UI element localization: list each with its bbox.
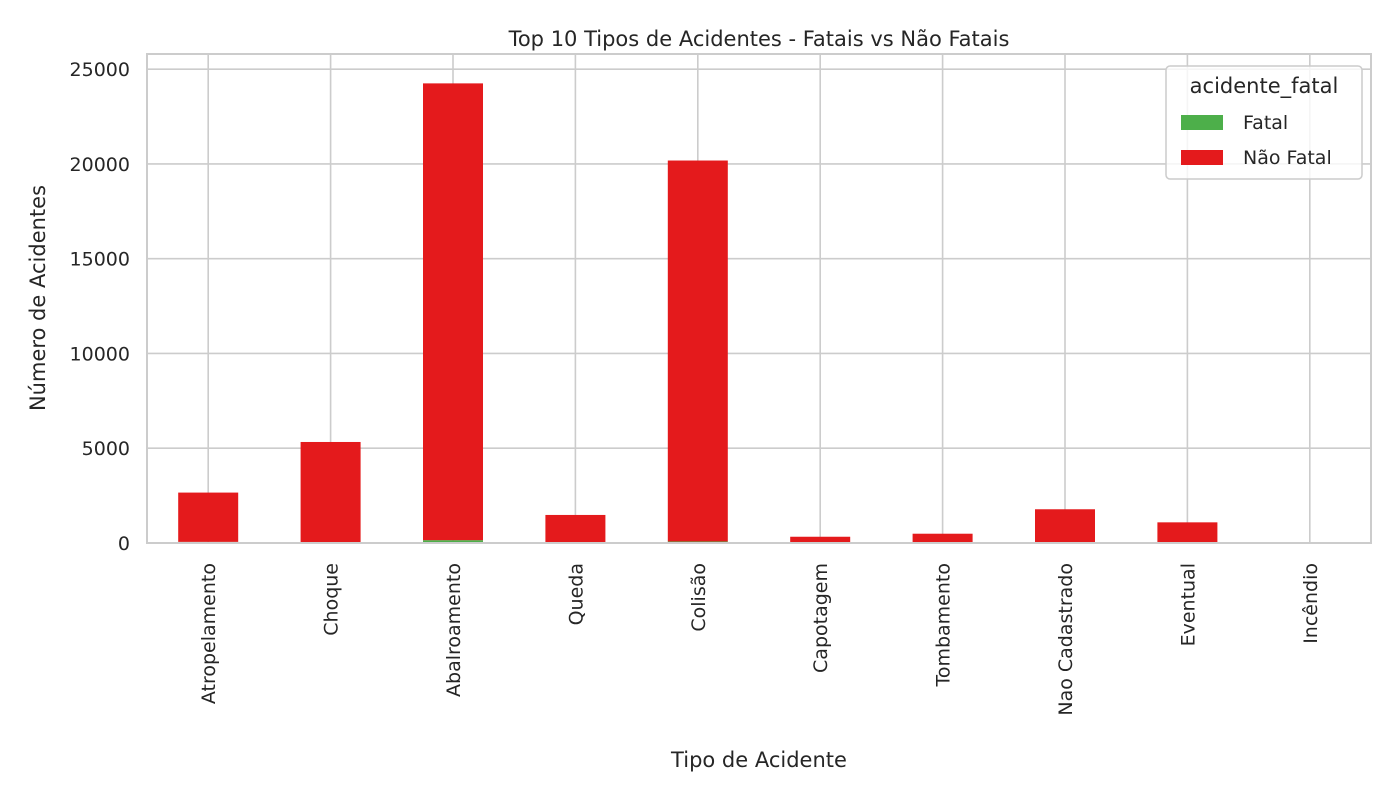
bar-nao-fatal-colisao	[667, 160, 728, 542]
y-tick-label: 25000	[70, 59, 130, 81]
x-tick-label: Colisão	[688, 563, 710, 632]
x-tick-label: Atropelamento	[198, 563, 220, 704]
legend-swatch-nao-fatal	[1181, 150, 1223, 165]
grid	[147, 54, 1371, 544]
x-tick-label: Abalroamento	[443, 563, 465, 697]
legend: acidente_fatal Fatal Não Fatal	[1165, 65, 1363, 180]
x-axis-label: Tipo de Acidente	[670, 748, 847, 772]
bar-nao-fatal-abalroamento	[423, 83, 483, 541]
x-tick-label: Queda	[565, 563, 587, 625]
bar-nao-fatal-tombamento	[912, 533, 973, 543]
x-tick-label: Choque	[321, 563, 343, 636]
bars	[178, 83, 1340, 543]
legend-label-nao-fatal: Não Fatal	[1243, 147, 1332, 169]
y-tick-label: 0	[118, 533, 130, 555]
bar-nao-fatal-nao-cadastrado	[1035, 509, 1095, 543]
y-tick-label: 5000	[82, 438, 130, 460]
y-tick-label: 10000	[70, 343, 130, 365]
bar-nao-fatal-choque	[300, 441, 361, 543]
x-axis-ticks: Atropelamento Choque Abalroamento Queda Coli…	[198, 563, 1322, 716]
legend-label-fatal: Fatal	[1243, 112, 1288, 134]
chart-title: Top 10 Tipos de Acidentes - Fatais vs Nã…	[508, 27, 1010, 51]
y-axis-label: Número de Acidentes	[26, 185, 50, 411]
bar-fatal-abalroamento	[423, 540, 483, 543]
bar-nao-fatal-queda	[545, 514, 606, 543]
plot-frame	[146, 53, 1372, 544]
bar-nao-fatal-eventual	[1157, 522, 1218, 543]
y-tick-label: 20000	[70, 154, 130, 176]
legend-title: acidente_fatal	[1190, 74, 1339, 99]
x-tick-label: Nao Cadastrado	[1055, 563, 1077, 716]
x-tick-label: Capotagem	[810, 563, 832, 673]
y-tick-label: 15000	[70, 249, 130, 271]
x-tick-label: Incêndio	[1300, 563, 1322, 644]
bar-nao-fatal-atropelamento	[178, 492, 239, 542]
legend-swatch-fatal	[1181, 115, 1223, 130]
bar-nao-fatal-capotagem	[790, 536, 851, 543]
x-tick-label: Eventual	[1177, 563, 1199, 646]
y-axis-ticks: 0 5000 10000 15000 20000 25000	[70, 59, 130, 555]
x-tick-label: Tombamento	[933, 563, 955, 688]
